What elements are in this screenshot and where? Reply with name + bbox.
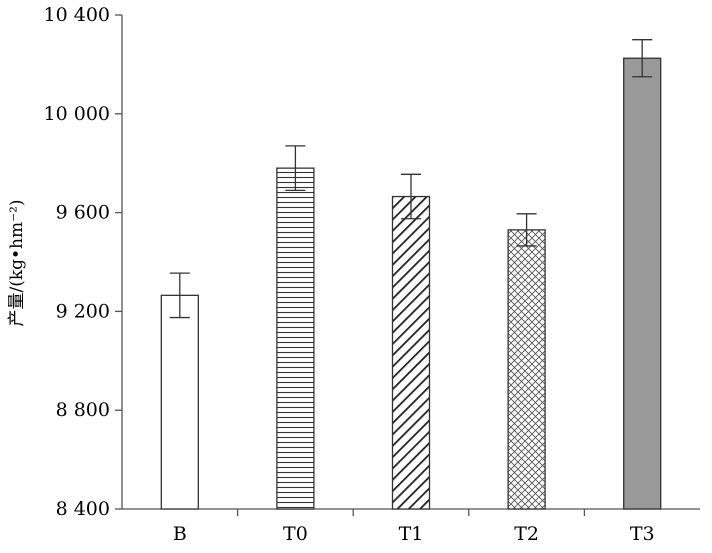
y-axis-title: 产量/(kg•hm⁻²) (7, 199, 27, 326)
x-tick-label-T1: T1 (399, 523, 424, 545)
x-tick-label-T0: T0 (283, 523, 308, 545)
y-tick-label: 9 600 (56, 202, 110, 224)
bar-T3 (623, 57, 662, 510)
x-tick-label-B: B (173, 523, 187, 545)
bar-T2 (507, 229, 546, 510)
x-tick-label-T2: T2 (514, 523, 539, 545)
y-tick-label: 8 400 (56, 498, 110, 520)
plot-area: 8 400 8 800 9 200 9 600 10 000 10 400 B T0 T1 T2 T… (44, 4, 700, 545)
y-tick-label: 10 400 (44, 4, 110, 26)
bar-B (160, 294, 199, 510)
x-tick-label-T3: T3 (630, 523, 655, 545)
bar-T1 (391, 195, 431, 510)
bar-T0 (276, 167, 315, 510)
y-tick-label: 8 800 (56, 399, 110, 421)
y-tick-label: 9 200 (56, 300, 110, 322)
y-tick-label: 10 000 (44, 103, 110, 125)
